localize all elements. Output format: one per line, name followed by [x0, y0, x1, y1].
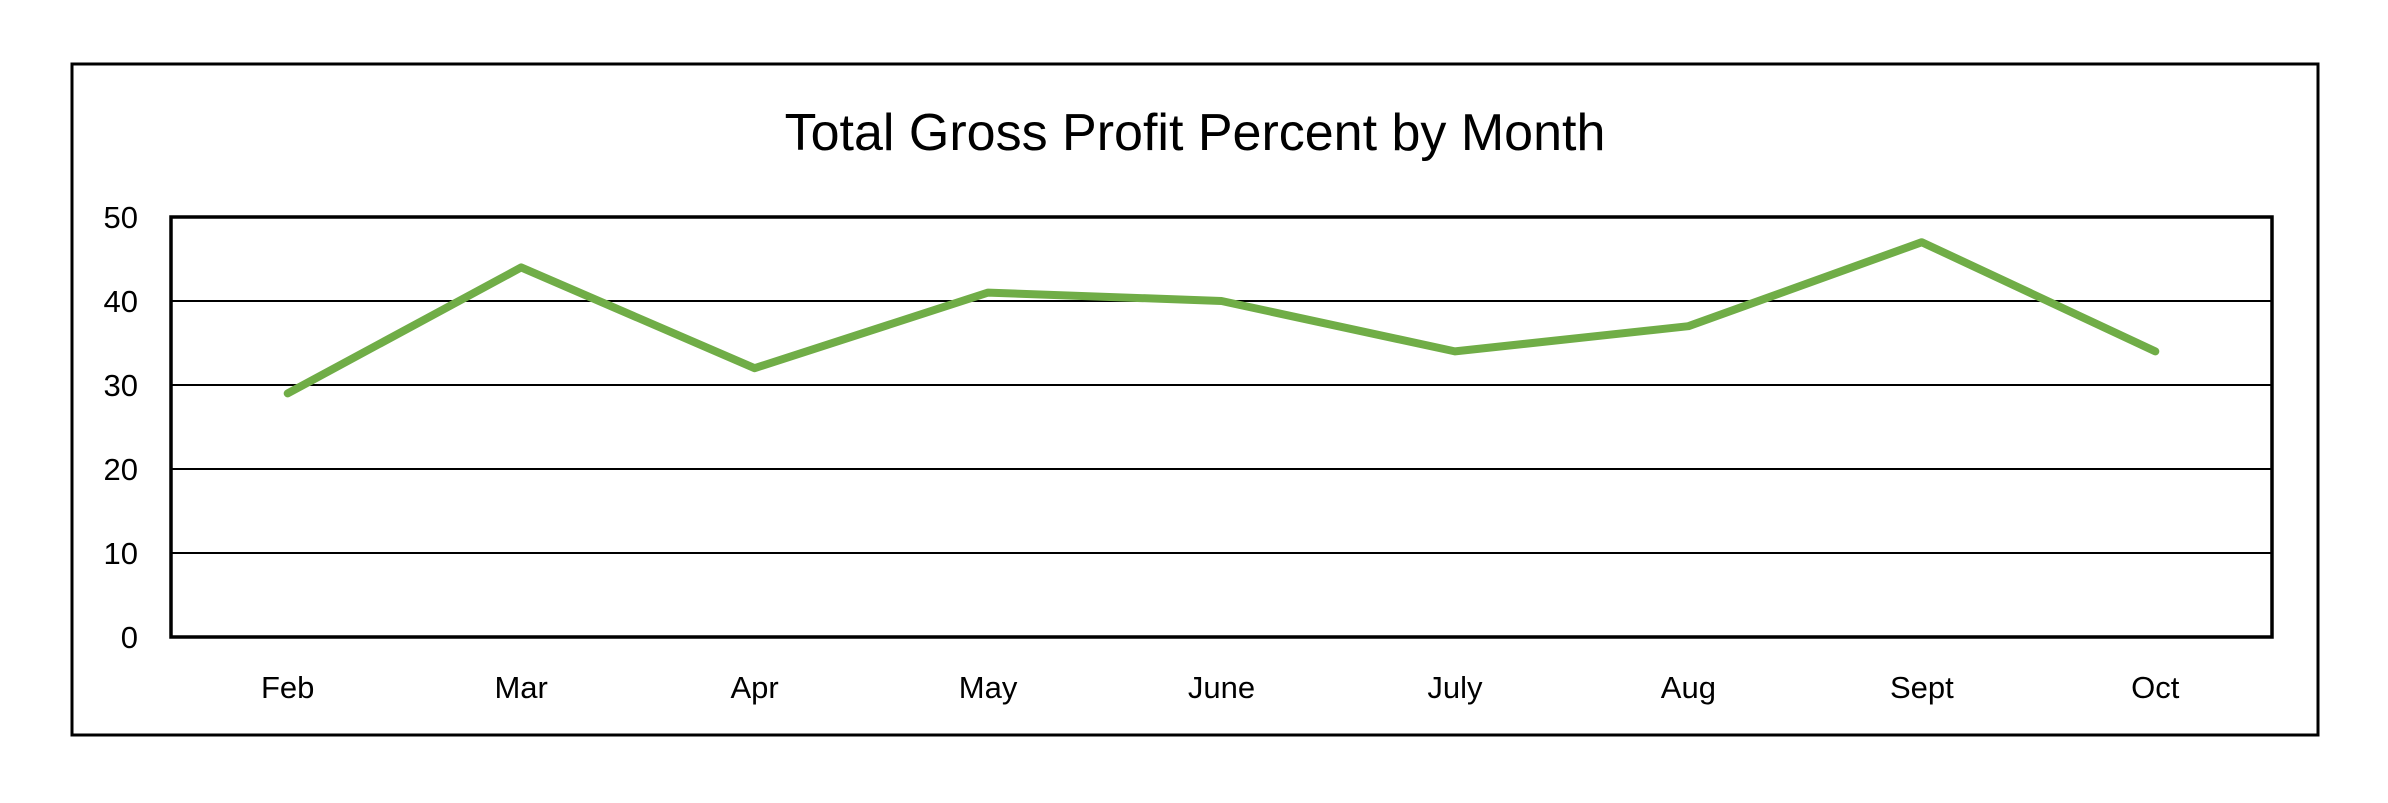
y-tick-label: 50: [104, 200, 138, 235]
data-point: [987, 291, 990, 294]
x-tick-label: Aug: [1661, 670, 1716, 705]
x-tick-label: Feb: [261, 670, 314, 705]
y-tick-label: 20: [104, 452, 138, 487]
x-tick-label: June: [1188, 670, 1255, 705]
data-point: [753, 367, 756, 370]
y-tick-label: 0: [121, 620, 138, 655]
plot-area-border: [169, 215, 2274, 639]
x-axis-ticks: Feb Mar Apr May June July Aug Sept Oct: [261, 670, 2180, 705]
x-tick-label: Apr: [730, 670, 778, 705]
x-tick-label: May: [959, 670, 1018, 705]
y-tick-label: 30: [104, 368, 138, 403]
data-point: [1687, 325, 1690, 328]
y-tick-label: 10: [104, 536, 138, 571]
data-point: [1453, 350, 1456, 353]
chart-frame: [70, 62, 2320, 737]
x-tick-label: July: [1427, 670, 1483, 705]
data-point: [2154, 350, 2157, 353]
data-point: [1220, 300, 1223, 302]
series-layer: [283, 238, 2160, 398]
x-tick-label: Mar: [494, 670, 547, 705]
x-tick-label: Oct: [2131, 670, 2180, 705]
x-tick-label: Sept: [1890, 670, 1954, 705]
chart-title: Total Gross Profit Percent by Month: [785, 104, 1606, 162]
data-point: [520, 266, 523, 269]
data-point: [1920, 241, 1923, 244]
data-point: [286, 392, 289, 395]
y-axis-ticks: 0 10 20 30 40 50: [104, 200, 138, 655]
y-tick-label: 40: [104, 284, 138, 319]
